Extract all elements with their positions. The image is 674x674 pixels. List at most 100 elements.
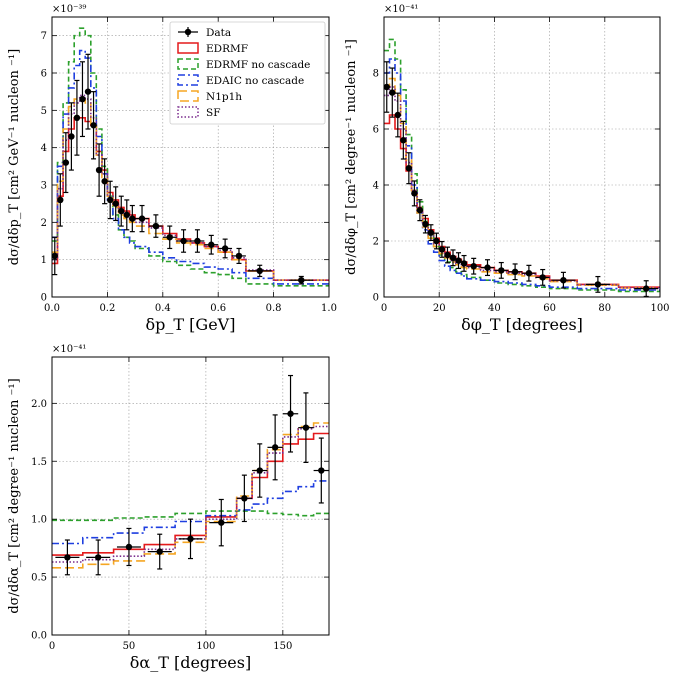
y-tick-label: 4 bbox=[41, 143, 47, 154]
legend: Data EDRMF EDRMF no cascade EDAIC no cascad… bbox=[169, 21, 326, 125]
x-tick-label: 60 bbox=[543, 303, 556, 314]
series-line-sf bbox=[52, 94, 329, 281]
data-point bbox=[252, 443, 268, 498]
y-tick-label: 6 bbox=[373, 125, 379, 136]
data-point bbox=[313, 437, 329, 504]
data-point bbox=[522, 264, 536, 282]
data-point bbox=[68, 102, 75, 171]
panel-dpt: 0.0 0.2 0.4 0.6 0.8 1.0 0 1 2 3 4 5 6 7 ×10⁻³⁹ δp_T [Ge… bbox=[7, 4, 337, 334]
data-point bbox=[178, 518, 203, 560]
data-point bbox=[209, 498, 234, 547]
data-point bbox=[218, 238, 233, 259]
data-point bbox=[405, 152, 413, 185]
data-point bbox=[449, 249, 457, 267]
y-axis-exponent: ×10⁻⁴¹ bbox=[52, 344, 86, 355]
legend-item: N1p1h bbox=[177, 90, 242, 103]
data-point bbox=[176, 229, 191, 253]
x-tick-label: 20 bbox=[433, 303, 446, 314]
data-point bbox=[455, 252, 462, 270]
y-tick-label: 1.5 bbox=[31, 457, 47, 468]
x-tick-label: 0.2 bbox=[99, 303, 115, 314]
data-point bbox=[123, 199, 130, 231]
y-tick-label: 8 bbox=[373, 69, 379, 80]
data-point bbox=[95, 143, 103, 197]
x-tick-label: 0 bbox=[381, 303, 387, 314]
data-point bbox=[232, 247, 246, 264]
y-axis-label: dσ/dδφ_T [cm² degree⁻¹ nucleon ⁻¹] bbox=[344, 39, 359, 275]
y-tick-label: 3 bbox=[41, 181, 47, 192]
y-axis-label: dσ/dδp_T [cm² GeV⁻¹ nucleon ⁻¹] bbox=[7, 49, 22, 265]
y-axis-exponent: ×10⁻⁴¹ bbox=[384, 4, 418, 15]
data-point bbox=[79, 61, 86, 138]
x-tick-label: 0 bbox=[49, 641, 55, 652]
data-point bbox=[162, 225, 177, 250]
data-point bbox=[394, 92, 401, 138]
data-point bbox=[508, 263, 522, 281]
x-tick-label: 1.0 bbox=[321, 303, 337, 314]
data-point bbox=[400, 120, 407, 160]
y-tick-label: 2.0 bbox=[31, 399, 47, 410]
data-point bbox=[551, 271, 576, 289]
data-point bbox=[298, 392, 314, 464]
y-tick-label: 0.5 bbox=[31, 573, 47, 584]
data-point bbox=[466, 257, 481, 275]
series-group bbox=[52, 422, 329, 569]
y-tick-label: 0 bbox=[373, 293, 379, 304]
y-tick-label: 2 bbox=[41, 218, 47, 229]
data-point bbox=[112, 186, 119, 222]
panel-dphi: 0 20 40 60 80 100 0 2 4 6 8 ×10⁻⁴¹ δφ_T [degrees] dσ/… bbox=[344, 4, 670, 334]
x-tick-label: 40 bbox=[488, 303, 501, 314]
series-line-sf bbox=[384, 86, 660, 289]
y-tick-label: 1 bbox=[41, 255, 47, 266]
series-line-edaic-no-cascade bbox=[52, 49, 329, 285]
legend-item: EDAIC no cascade bbox=[177, 74, 304, 87]
x-tick-label: 0.0 bbox=[44, 303, 60, 314]
legend-item: EDRMF no cascade bbox=[177, 58, 310, 71]
y-tick-label: 4 bbox=[373, 181, 379, 192]
data-point bbox=[416, 199, 424, 222]
x-axis-label: δα_T [degrees] bbox=[130, 653, 251, 672]
legend-label: EDRMF no cascade bbox=[206, 59, 310, 71]
x-tick-label: 100 bbox=[650, 303, 669, 314]
data-point bbox=[282, 374, 299, 453]
y-tick-label: 2 bbox=[373, 237, 379, 248]
data-point bbox=[86, 539, 111, 576]
data-point bbox=[62, 132, 70, 194]
data-point bbox=[585, 275, 610, 293]
y-tick-label: 6 bbox=[41, 69, 47, 80]
y-axis-label: dσ/dδα_T [cm² degree⁻¹ nucleon ⁻¹] bbox=[7, 378, 22, 613]
data-point bbox=[383, 61, 390, 113]
data-point bbox=[148, 214, 163, 238]
x-tick-label: 80 bbox=[598, 303, 611, 314]
legend-box bbox=[169, 21, 326, 125]
axes-frame bbox=[383, 16, 661, 298]
data-point bbox=[289, 275, 314, 285]
x-tick-label: 50 bbox=[123, 641, 136, 652]
data-point bbox=[247, 264, 272, 278]
data-point bbox=[57, 173, 64, 227]
y-tick-label: 1.0 bbox=[31, 515, 47, 526]
data-point bbox=[634, 280, 659, 298]
legend-item: EDRMF bbox=[177, 42, 248, 55]
data-point bbox=[438, 240, 446, 258]
legend-item: SF bbox=[177, 106, 220, 119]
x-tick-label: 0.8 bbox=[266, 303, 282, 314]
data-point bbox=[101, 158, 108, 205]
x-axis-label: δp_T [GeV] bbox=[146, 315, 236, 334]
data-point bbox=[73, 79, 81, 156]
data-points bbox=[51, 53, 314, 285]
legend-label: Data bbox=[206, 27, 231, 39]
series-line-n1p1h bbox=[384, 77, 660, 289]
x-tick-label: 0.4 bbox=[155, 303, 171, 314]
data-points bbox=[55, 374, 329, 576]
data-point bbox=[389, 67, 396, 118]
data-point bbox=[460, 254, 468, 272]
data-point bbox=[535, 268, 550, 286]
legend-item: Data bbox=[178, 27, 231, 39]
data-point bbox=[129, 204, 136, 233]
data-point bbox=[236, 474, 253, 523]
x-axis-label: δφ_T [degrees] bbox=[461, 315, 583, 334]
data-point bbox=[433, 232, 440, 250]
axes-frame bbox=[51, 16, 330, 298]
